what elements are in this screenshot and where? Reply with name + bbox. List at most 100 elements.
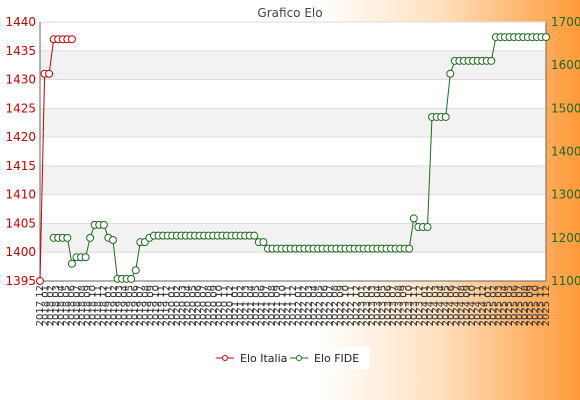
x-tick-label: 2019 08 bbox=[140, 285, 151, 326]
x-tick-label: 2022 04 bbox=[309, 285, 320, 326]
x-tick-label: 2019 09 bbox=[146, 285, 157, 326]
x-tick-label: 2018 09 bbox=[82, 285, 93, 326]
x-tick-label: 2018 04 bbox=[56, 285, 67, 326]
right-tick-label: 1700 bbox=[551, 15, 580, 29]
data-point bbox=[542, 33, 550, 42]
x-tick-label: 2024 07 bbox=[451, 285, 462, 326]
x-tick-label: 2018 07 bbox=[72, 285, 83, 326]
x-tick-label: 2021 05 bbox=[251, 285, 262, 326]
x-tick-label: 2023 10 bbox=[404, 285, 415, 326]
x-tick-label: 2018 05 bbox=[61, 285, 72, 326]
x-tick-label: 2022 01 bbox=[293, 285, 304, 326]
x-tick-label: 2020 11 bbox=[219, 285, 230, 326]
x-tick-label: 2025 01 bbox=[483, 285, 494, 326]
plot-band bbox=[40, 165, 546, 195]
x-tick-label: 2025 09 bbox=[525, 285, 536, 326]
right-axis-ticks: 1100 1200 1300 1400 1500 1600 1700 bbox=[551, 15, 580, 288]
x-tick-label: 2023 05 bbox=[378, 285, 389, 326]
x-tick-label: 2021 07 bbox=[262, 285, 273, 326]
legend-label: Elo FIDE bbox=[314, 352, 359, 365]
left-tick-label: 1405 bbox=[5, 216, 36, 230]
left-tick-label: 1420 bbox=[5, 130, 36, 144]
left-tick-label: 1400 bbox=[5, 245, 36, 259]
data-point bbox=[405, 244, 414, 253]
left-axis-ticks: 1395 1400 1405 1410 1415 1420 1425 1430 1435 1440 bbox=[5, 15, 36, 288]
x-tick-label: 2021 04 bbox=[246, 285, 257, 326]
left-tick-label: 1415 bbox=[5, 159, 36, 173]
data-point bbox=[63, 233, 72, 242]
x-tick-label: 2025 03 bbox=[494, 285, 505, 326]
x-tick-label: 2021 06 bbox=[256, 285, 267, 326]
x-tick-label: 2021 03 bbox=[241, 285, 252, 326]
left-tick-label: 1430 bbox=[5, 73, 36, 87]
data-point bbox=[441, 112, 450, 121]
left-tick-label: 1410 bbox=[5, 188, 36, 202]
x-tick-label: 2022 10 bbox=[341, 285, 352, 326]
x-tick-label: 2023 12 bbox=[415, 285, 426, 326]
right-tick-label: 1100 bbox=[551, 274, 580, 288]
x-tick-label: 2022 02 bbox=[299, 285, 310, 326]
x-tick-label: 2025 02 bbox=[488, 285, 499, 326]
right-tick-label: 1300 bbox=[551, 188, 580, 202]
x-tick-label: 2023 02 bbox=[362, 285, 373, 326]
series-elo-fide bbox=[49, 33, 550, 283]
x-tick-label: 2020 12 bbox=[225, 285, 236, 326]
right-tick-label: 1200 bbox=[551, 231, 580, 245]
x-tick-label: 2020 08 bbox=[204, 285, 215, 326]
x-tick-label: 2018 01 bbox=[40, 285, 51, 326]
data-point bbox=[446, 69, 455, 78]
data-point bbox=[423, 223, 432, 232]
x-tick-label: 2021 10 bbox=[277, 285, 288, 326]
left-tick-label: 1425 bbox=[5, 101, 36, 115]
x-tick-label: 2022 11 bbox=[346, 285, 357, 326]
x-tick-label: 2021 01 bbox=[230, 285, 241, 326]
x-tick-label: 2019 03 bbox=[114, 285, 125, 326]
x-tick-label: 2021 12 bbox=[288, 285, 299, 326]
x-tick-label: 2024 05 bbox=[441, 285, 452, 326]
x-tick-label: 2018 11 bbox=[93, 285, 104, 326]
x-tick-label: 2025 11 bbox=[536, 285, 547, 326]
x-tick-label: 2024 09 bbox=[462, 285, 473, 326]
x-tick-label: 2024 01 bbox=[420, 285, 431, 326]
x-tick-label: 2024 10 bbox=[467, 285, 478, 326]
x-tick-label: 2025 04 bbox=[499, 285, 510, 326]
x-tick-label: 2024 08 bbox=[457, 285, 468, 326]
x-tick-label: 2024 12 bbox=[478, 285, 489, 326]
x-tick-label: 2020 09 bbox=[209, 285, 220, 326]
x-tick-label: 2025 12 bbox=[541, 285, 552, 326]
x-tick-label: 2021 08 bbox=[267, 285, 278, 326]
x-tick-label: 2025 10 bbox=[530, 285, 541, 326]
x-tick-label: 2022 05 bbox=[314, 285, 325, 326]
chart-title: Grafico Elo bbox=[257, 6, 322, 20]
data-point bbox=[99, 220, 108, 229]
data-point bbox=[86, 233, 95, 242]
left-tick-label: 1395 bbox=[5, 274, 36, 288]
x-tick-label: 2022 12 bbox=[351, 285, 362, 326]
x-tick-label: 2024 06 bbox=[446, 285, 457, 326]
plot-background bbox=[40, 22, 546, 281]
legend-label: Elo Italia bbox=[240, 352, 287, 365]
x-tick-label: 2018 10 bbox=[88, 285, 99, 326]
x-tick-label: 2023 06 bbox=[383, 285, 394, 326]
data-point bbox=[127, 274, 136, 283]
data-point bbox=[487, 56, 496, 65]
legend-marker bbox=[296, 355, 302, 361]
x-tick-label: 2019 02 bbox=[109, 285, 120, 326]
x-tick-label: 2020 01 bbox=[167, 285, 178, 326]
plot-band bbox=[40, 108, 546, 138]
x-tick-label: 2018 12 bbox=[98, 285, 109, 326]
left-tick-label: 1435 bbox=[5, 44, 36, 58]
x-tick-label: 2022 08 bbox=[330, 285, 341, 326]
x-tick-label: 2019 06 bbox=[130, 285, 141, 326]
x-tick-label: 2018 02 bbox=[46, 285, 57, 326]
x-tick-label: 2019 01 bbox=[104, 285, 115, 326]
data-point bbox=[67, 35, 76, 44]
x-tick-label: 2023 04 bbox=[372, 285, 383, 326]
x-tick-label: 2025 06 bbox=[509, 285, 520, 326]
x-tick-label: 2021 11 bbox=[283, 285, 294, 326]
x-tick-label: 2025 07 bbox=[515, 285, 526, 326]
x-tick-label: 2019 04 bbox=[119, 285, 130, 326]
x-tick-label: 2020 03 bbox=[177, 285, 188, 326]
x-tick-label: 2019 12 bbox=[162, 285, 173, 326]
